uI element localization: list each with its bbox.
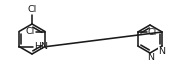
Text: Cl: Cl: [26, 27, 35, 36]
Text: N: N: [158, 46, 165, 56]
Text: N: N: [147, 54, 154, 62]
Text: Cl: Cl: [148, 27, 157, 37]
Text: HN: HN: [34, 42, 48, 51]
Text: Cl: Cl: [27, 4, 37, 14]
